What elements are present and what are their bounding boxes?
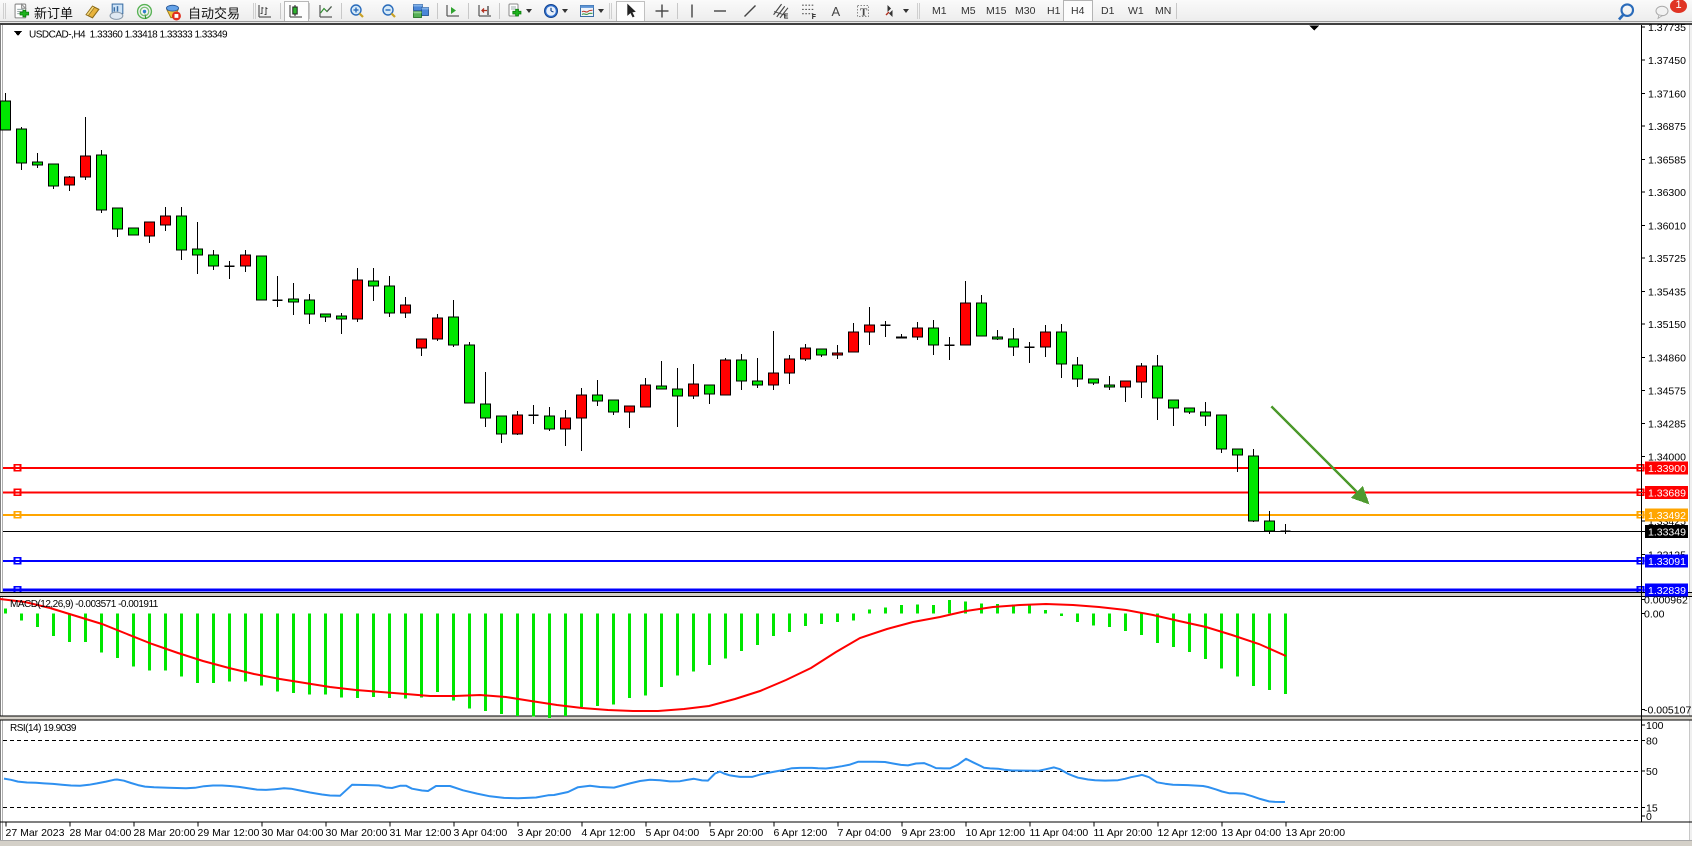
svg-text:12 Apr 12:00: 12 Apr 12:00: [1158, 827, 1218, 839]
svg-text:1.35435: 1.35435: [1648, 287, 1686, 299]
svg-text:1.35150: 1.35150: [1648, 319, 1686, 331]
svg-text:3 Apr 20:00: 3 Apr 20:00: [518, 827, 572, 839]
svg-text:13 Apr 04:00: 13 Apr 04:00: [1222, 827, 1282, 839]
svg-text:5 Apr 04:00: 5 Apr 04:00: [646, 827, 700, 839]
svg-text:1.36585: 1.36585: [1648, 154, 1686, 166]
svg-text:0.000962: 0.000962: [1644, 595, 1688, 607]
svg-text:1.33492: 1.33492: [1648, 510, 1686, 522]
svg-text:1.36875: 1.36875: [1648, 121, 1686, 133]
svg-text:USDCAD-,H4 1.33360 1.33418 1.: USDCAD-,H4 1.33360 1.33418 1.33333 1.333…: [29, 30, 228, 41]
svg-text:11 Apr 20:00: 11 Apr 20:00: [1094, 827, 1153, 839]
svg-text:5 Apr 20:00: 5 Apr 20:00: [710, 827, 764, 839]
svg-text:29 Mar 12:00: 29 Mar 12:00: [198, 827, 260, 839]
svg-text:0.00: 0.00: [1644, 609, 1665, 621]
svg-text:28 Mar 04:00: 28 Mar 04:00: [70, 827, 132, 839]
svg-text:80: 80: [1646, 735, 1658, 747]
svg-text:50: 50: [1646, 766, 1658, 778]
svg-text:1.34575: 1.34575: [1648, 385, 1686, 397]
svg-text:1.34285: 1.34285: [1648, 419, 1686, 431]
svg-text:1.33091: 1.33091: [1648, 556, 1686, 568]
svg-text:3 Apr 04:00: 3 Apr 04:00: [454, 827, 508, 839]
svg-text:E: E: [784, 13, 789, 19]
svg-text:0: 0: [1646, 811, 1652, 823]
svg-text:1.37450: 1.37450: [1648, 55, 1686, 67]
svg-text:30 Mar 04:00: 30 Mar 04:00: [262, 827, 324, 839]
svg-text:MACD(12,26,9) -0.003571 -0.001: MACD(12,26,9) -0.003571 -0.001911: [10, 599, 159, 610]
svg-text:F: F: [812, 14, 816, 19]
svg-text:1.32839: 1.32839: [1648, 585, 1686, 597]
svg-text:1.34000: 1.34000: [1648, 451, 1686, 463]
svg-text:1.37735: 1.37735: [1648, 22, 1686, 34]
svg-text:1.36010: 1.36010: [1648, 220, 1686, 232]
svg-text:1.37160: 1.37160: [1648, 88, 1686, 100]
svg-text:27 Mar 2023: 27 Mar 2023: [6, 827, 65, 839]
svg-text:1.33900: 1.33900: [1648, 463, 1686, 475]
svg-text:31 Mar 12:00: 31 Mar 12:00: [390, 827, 452, 839]
svg-text:A: A: [832, 4, 841, 19]
svg-text:1.33689: 1.33689: [1648, 487, 1686, 499]
svg-text:9 Apr 23:00: 9 Apr 23:00: [902, 827, 956, 839]
svg-text:10 Apr 12:00: 10 Apr 12:00: [966, 827, 1026, 839]
svg-text:6 Apr 12:00: 6 Apr 12:00: [774, 827, 828, 839]
svg-text:1.36300: 1.36300: [1648, 187, 1686, 199]
svg-text:11 Apr 04:00: 11 Apr 04:00: [1030, 827, 1089, 839]
svg-text:1.34860: 1.34860: [1648, 353, 1686, 365]
svg-text:7 Apr 04:00: 7 Apr 04:00: [838, 827, 892, 839]
svg-text:28 Mar 20:00: 28 Mar 20:00: [134, 827, 196, 839]
svg-text:T: T: [860, 7, 868, 19]
svg-text:100: 100: [1646, 720, 1664, 732]
svg-text:15: 15: [1646, 803, 1658, 815]
svg-text:-0.005107: -0.005107: [1644, 704, 1691, 716]
svg-text:4 Apr 12:00: 4 Apr 12:00: [582, 827, 636, 839]
svg-text:13 Apr 20:00: 13 Apr 20:00: [1286, 827, 1346, 839]
svg-text:1.35725: 1.35725: [1648, 253, 1686, 265]
svg-text:RSI(14) 19.9039: RSI(14) 19.9039: [10, 723, 77, 734]
svg-text:30 Mar 20:00: 30 Mar 20:00: [326, 827, 388, 839]
svg-text:1.33349: 1.33349: [1648, 526, 1686, 538]
